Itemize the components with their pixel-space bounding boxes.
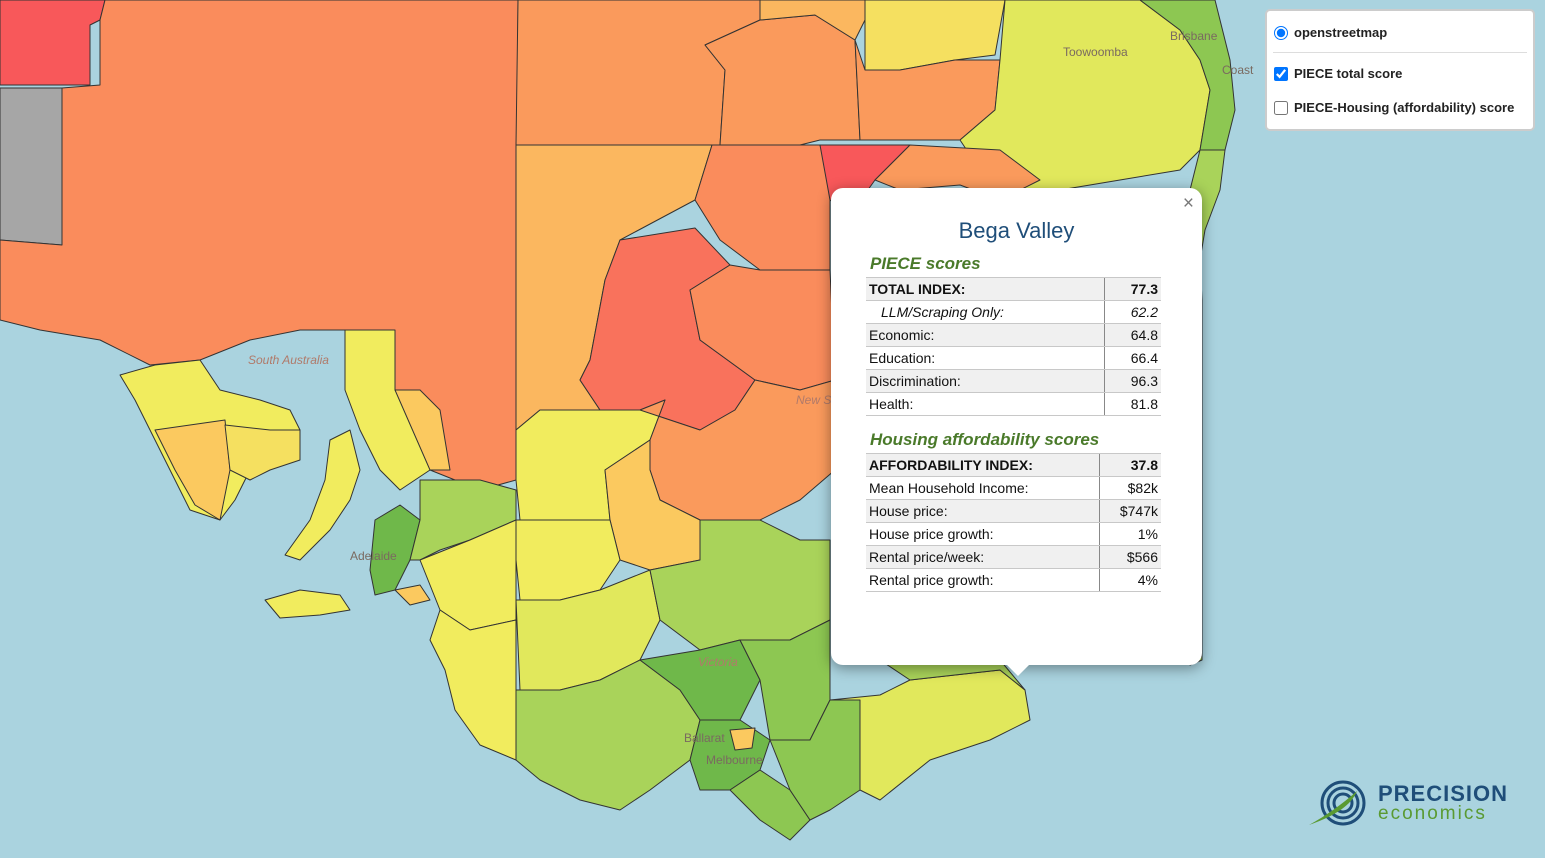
table-row: Health: 81.8 [866,392,1161,416]
row-value: 62.2 [1103,300,1161,324]
base-layer-openstreetmap[interactable]: openstreetmap [1274,25,1387,40]
precision-economics-logo: PRECISION economics [1307,779,1517,829]
row-value: 37.8 [1099,453,1161,477]
base-layer-label: openstreetmap [1294,25,1388,40]
row-label: LLM/Scraping Only: [866,300,1105,324]
table-row: Education: 66.4 [866,346,1161,370]
region-eyre-south[interactable] [154,419,231,521]
region-yorke[interactable] [284,429,361,561]
row-value: $82k [1099,476,1161,500]
row-value: $747k [1099,499,1161,523]
map-label-adelaide: Adelaide [350,549,397,563]
table-row: House price: $747k [866,499,1161,523]
map-label-south-australia: South Australia [248,353,329,367]
row-label: Health: [866,392,1105,416]
table-row: Discrimination: 96.3 [866,369,1161,393]
popup-close-icon[interactable]: × [1182,193,1194,214]
logo-target-icon [1309,780,1366,826]
table-row: Rental price/week: $566 [866,545,1161,569]
table-row: AFFORDABILITY INDEX: 37.8 [866,453,1161,477]
map-label-brisbane: Brisbane [1170,29,1218,43]
table-row: Economic: 64.8 [866,323,1161,347]
region-kangaroo-island[interactable] [264,589,351,619]
table-row: Rental price growth: 4% [866,568,1161,592]
region-limestone-coast[interactable] [429,609,517,761]
table-row: Mean Household Income: $82k [866,476,1161,500]
row-label: House price growth: [866,522,1100,546]
map-label-toowoomba: Toowoomba [1063,45,1128,59]
piece-scores-heading: PIECE scores [870,254,981,273]
table-row: TOTAL INDEX: 77.3 [866,277,1161,301]
region-fleurieu[interactable] [394,584,431,606]
row-label: House price: [866,499,1100,523]
overlay-piece-housing-checkbox[interactable] [1274,100,1288,115]
base-layer-radio[interactable] [1274,25,1288,40]
row-value: 81.8 [1103,392,1161,416]
row-label: Economic: [866,323,1105,347]
row-label: Rental price/week: [866,545,1100,569]
region-melbourne-yellow[interactable] [729,727,756,751]
popup-tip [1006,664,1030,676]
region-no-data[interactable] [0,87,63,246]
layer-control: openstreetmap PIECE total score PIECE-Ho… [1265,9,1535,131]
row-value: 4% [1099,568,1161,592]
logo-text-line2: economics [1378,803,1487,824]
region-mid-north-2[interactable] [394,389,451,471]
housing-scores-table: AFFORDABILITY INDEX: 37.8 Mean Household … [866,453,1161,592]
table-row: LLM/Scraping Only: 62.2 [866,300,1161,324]
region-popup: × Bega Valley PIECE scores TOTAL INDEX: 7… [831,188,1202,665]
region-east-gippsland[interactable] [829,669,1031,801]
row-label: Rental price growth: [866,568,1100,592]
map-label-victoria: Victoria [698,655,738,669]
map-label-ballarat: Ballarat [684,731,725,745]
logo-text-line1: PRECISION [1378,781,1509,806]
region-adelaide-hills[interactable] [409,479,517,561]
piece-scores-table: TOTAL INDEX: 77.3 LLM/Scraping Only: 62.2 … [866,277,1161,416]
table-row: House price growth: 1% [866,522,1161,546]
region-vic-north[interactable] [649,519,831,651]
row-label: TOTAL INDEX: [866,277,1105,301]
overlay-piece-housing-label: PIECE-Housing (affordability) score [1294,100,1515,115]
row-label: Education: [866,346,1105,370]
overlay-piece-total-score[interactable]: PIECE total score [1274,66,1402,81]
row-value: 66.4 [1103,346,1161,370]
overlay-piece-housing-score[interactable]: PIECE-Housing (affordability) score [1274,100,1514,115]
row-value: $566 [1099,545,1161,569]
row-label: AFFORDABILITY INDEX: [866,453,1100,477]
row-value: 1% [1099,522,1161,546]
region-adelaide[interactable] [369,504,421,596]
region-eyre-east[interactable] [224,424,301,481]
region-vic-central[interactable] [639,639,761,721]
map-label-gold-coast: Coast [1222,63,1254,77]
housing-scores-heading: Housing affordability scores [870,430,1100,449]
row-label: Discrimination: [866,369,1105,393]
row-value: 96.3 [1103,369,1161,393]
row-value: 64.8 [1103,323,1161,347]
region-mid-north[interactable] [344,329,431,491]
popup-region-title: Bega Valley [958,218,1075,243]
layer-control-divider [1273,52,1527,53]
row-value: 77.3 [1103,277,1161,301]
region-far-west[interactable] [0,0,106,86]
map-label-melbourne: Melbourne [706,753,763,767]
overlay-piece-total-checkbox[interactable] [1274,66,1288,81]
region-qld-central[interactable] [704,14,861,146]
row-label: Mean Household Income: [866,476,1100,500]
overlay-piece-total-label: PIECE total score [1294,66,1403,81]
